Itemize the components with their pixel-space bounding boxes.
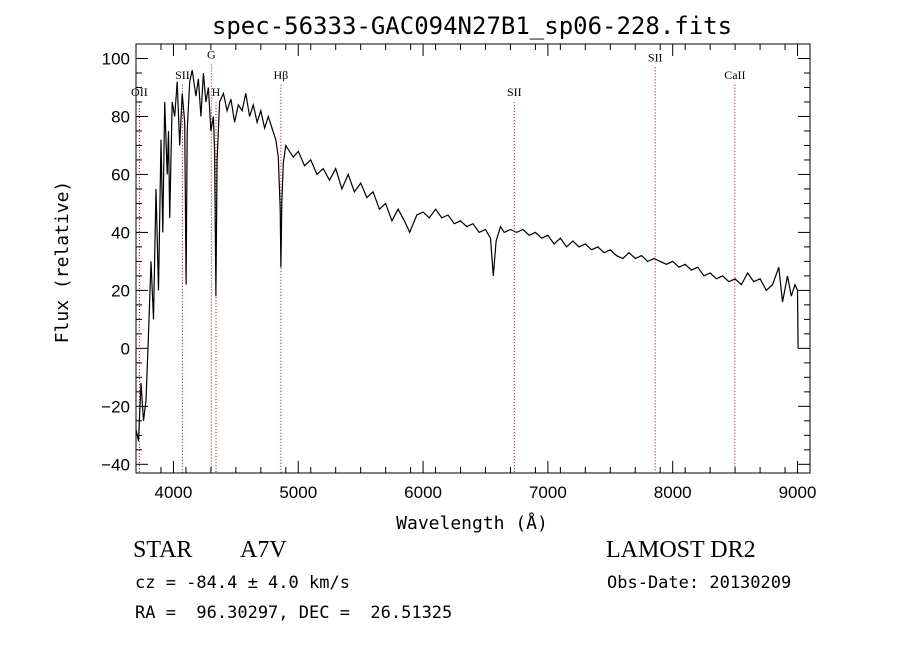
- spectral-line-label: Hβ: [274, 68, 289, 82]
- redshift-velocity: cz = -84.4 ± 4.0 km/s: [135, 573, 350, 593]
- y-axis-label: Flux (relative): [52, 181, 73, 344]
- x-tick-label: 9000: [779, 483, 817, 502]
- spectral-line-label: SII: [175, 68, 190, 82]
- observation-date: Obs-Date: 20130209: [607, 573, 792, 593]
- y-tick-label: −40: [101, 455, 130, 474]
- y-tick-label: 60: [111, 165, 130, 184]
- x-tick-label: 4000: [155, 483, 193, 502]
- spectral-line-label: G: [207, 47, 216, 61]
- x-tick-label: 5000: [279, 483, 317, 502]
- plot-area: 4000 5000 6000 7000 8000 9000 −40 −20 0 20 40 60 80 1…: [101, 43, 817, 502]
- x-tick-label: 6000: [404, 483, 442, 502]
- spectrum-line: [135, 69, 799, 442]
- y-tick-label: 80: [111, 107, 130, 126]
- y-tick-label: 20: [111, 281, 130, 300]
- object-subclass: A7V: [240, 537, 287, 563]
- x-tick-label: 7000: [529, 483, 567, 502]
- y-tick-label: 0: [121, 339, 130, 358]
- chart-title: spec-56333-GAC094N27B1_sp06-228.fits: [212, 12, 732, 40]
- y-tick-label: −20: [101, 397, 130, 416]
- y-tick-label: 100: [102, 49, 130, 68]
- spectral-line-label: SII: [507, 85, 522, 99]
- spectral-line-label: CaII: [724, 68, 745, 82]
- spectral-line-label: H: [212, 85, 221, 99]
- survey-name: LAMOST DR2: [606, 537, 756, 563]
- x-axis-label: Wavelength (Å): [396, 512, 548, 534]
- plot-frame: [135, 43, 811, 474]
- y-tick-label: 40: [111, 223, 130, 242]
- x-tick-label: 8000: [654, 483, 692, 502]
- object-class: STAR: [133, 537, 193, 563]
- spectral-line-label: SII: [648, 50, 663, 64]
- coordinates: RA = 96.30297, DEC = 26.51325: [135, 603, 453, 623]
- spectral-line-label: OII: [131, 85, 148, 99]
